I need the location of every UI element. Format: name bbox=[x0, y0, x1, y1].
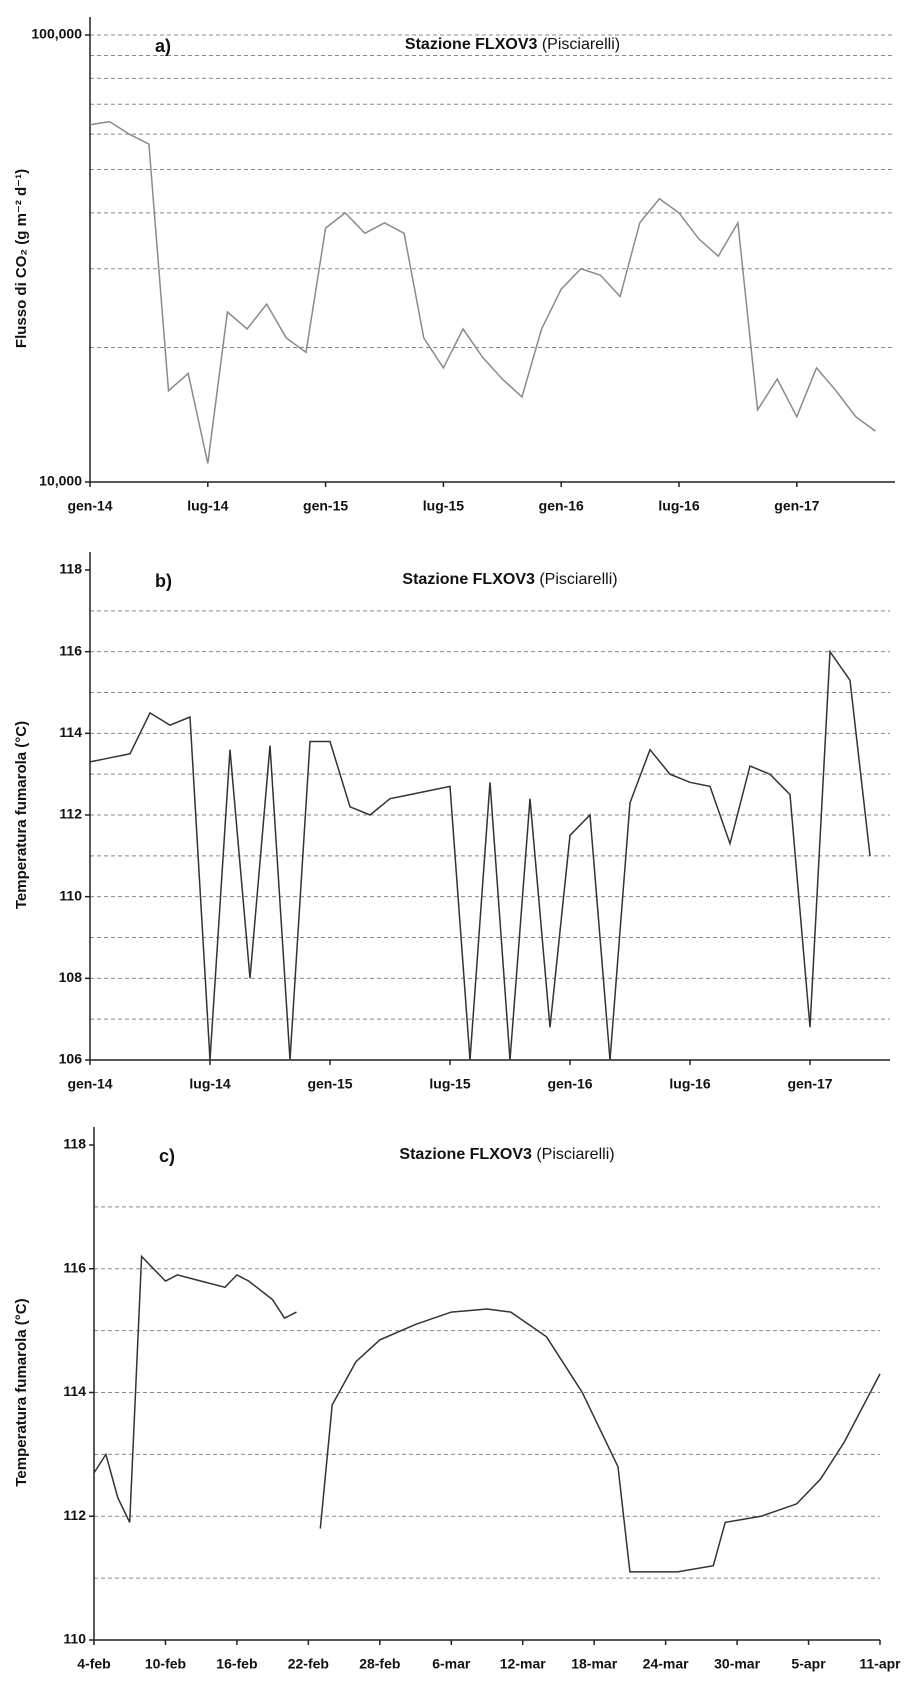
x-tick-label: 28-feb bbox=[359, 1656, 400, 1672]
y-tick-label: 106 bbox=[59, 1051, 83, 1067]
title-station: Stazione FLXOV3 bbox=[399, 1146, 532, 1163]
x-tick-label: 22-feb bbox=[288, 1656, 329, 1672]
y-tick-label: 110 bbox=[63, 1631, 86, 1647]
y-axis-title: Temperatura fumarola (°C) bbox=[13, 721, 30, 909]
x-tick-label: lug-15 bbox=[423, 498, 464, 514]
x-tick-label: 16-feb bbox=[216, 1656, 257, 1672]
x-tick-label: gen-15 bbox=[303, 498, 348, 514]
x-tick-label: 5-apr bbox=[791, 1656, 826, 1672]
x-tick-label: 4-feb bbox=[77, 1656, 110, 1672]
x-tick-label: lug-16 bbox=[669, 1076, 710, 1092]
y-tick-label: 112 bbox=[63, 1507, 86, 1523]
y-tick-label: 10,000 bbox=[39, 473, 82, 489]
chart-title: Stazione FLXOV3 (Pisciarelli) bbox=[405, 36, 620, 53]
y-tick-label: 110 bbox=[59, 887, 82, 903]
x-tick-label: lug-14 bbox=[187, 498, 228, 514]
x-tick-label: lug-15 bbox=[429, 1076, 470, 1092]
y-tick-label: 100,000 bbox=[31, 26, 82, 42]
data-line bbox=[93, 1254, 881, 1573]
x-tick-label: gen-17 bbox=[774, 498, 819, 514]
x-tick-label: 18-mar bbox=[571, 1656, 617, 1672]
x-tick-label: 24-mar bbox=[643, 1656, 689, 1672]
data-line bbox=[89, 120, 876, 464]
x-tick-label: gen-15 bbox=[307, 1076, 352, 1092]
chart-title: Stazione FLXOV3 (Pisciarelli) bbox=[399, 1146, 614, 1163]
y-tick-label: 118 bbox=[59, 561, 82, 577]
y-tick-label: 108 bbox=[59, 969, 83, 985]
x-tick-label: gen-14 bbox=[67, 1076, 112, 1092]
title-location: (Pisciarelli) bbox=[536, 1146, 614, 1163]
data-line bbox=[89, 649, 871, 1061]
panel-label: a) bbox=[155, 36, 171, 56]
x-tick-label: gen-17 bbox=[787, 1076, 832, 1092]
x-tick-label: lug-14 bbox=[189, 1076, 230, 1092]
y-axis-title: Flusso di CO₂ (g m⁻² d⁻¹) bbox=[13, 169, 30, 348]
title-station: Stazione FLXOV3 bbox=[402, 571, 535, 588]
x-tick-label: 11-apr bbox=[859, 1656, 901, 1672]
x-tick-label: gen-16 bbox=[539, 498, 584, 514]
x-tick-label: lug-16 bbox=[658, 498, 699, 514]
y-tick-label: 114 bbox=[63, 1383, 86, 1399]
y-tick-label: 112 bbox=[59, 806, 82, 822]
y-tick-label: 116 bbox=[63, 1259, 86, 1275]
y-axis-title: Temperatura fumarola (°C) bbox=[13, 1298, 30, 1486]
x-tick-label: gen-14 bbox=[67, 498, 112, 514]
x-tick-label: gen-16 bbox=[547, 1076, 592, 1092]
title-location: (Pisciarelli) bbox=[542, 36, 620, 53]
x-tick-label: 30-mar bbox=[714, 1656, 760, 1672]
x-tick-label: 6-mar bbox=[432, 1656, 471, 1672]
title-location: (Pisciarelli) bbox=[539, 571, 617, 588]
y-tick-label: 114 bbox=[59, 724, 82, 740]
x-tick-label: 12-mar bbox=[500, 1656, 546, 1672]
panel-label: c) bbox=[159, 1146, 175, 1166]
y-tick-label: 118 bbox=[63, 1136, 86, 1152]
chart-title: Stazione FLXOV3 (Pisciarelli) bbox=[402, 571, 617, 588]
title-station: Stazione FLXOV3 bbox=[405, 36, 538, 53]
panel-label: b) bbox=[155, 571, 172, 591]
x-tick-label: 10-feb bbox=[145, 1656, 186, 1672]
y-tick-label: 116 bbox=[59, 642, 82, 658]
